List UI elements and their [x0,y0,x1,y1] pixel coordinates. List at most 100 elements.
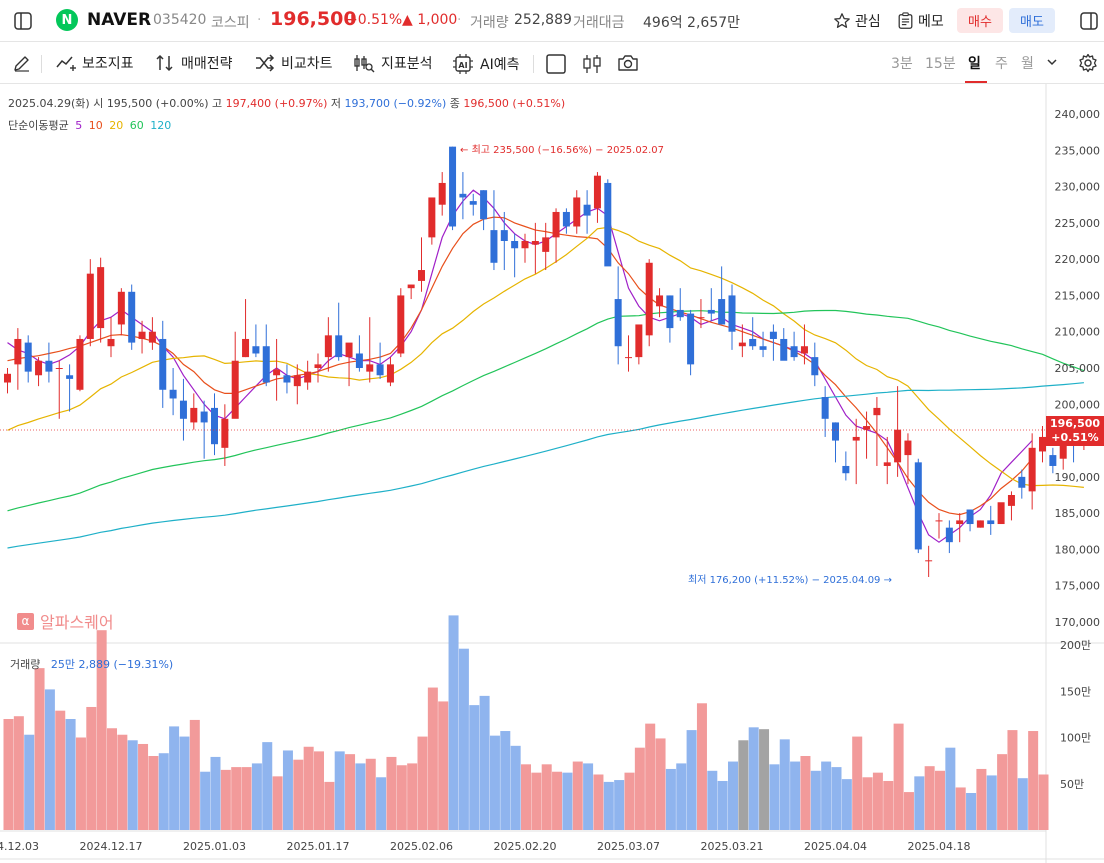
candle[interactable] [262,324,270,387]
candle[interactable] [459,172,467,220]
watchlist-button[interactable]: 관심 [833,11,881,31]
candle[interactable] [293,364,301,405]
settings-button[interactable] [1078,53,1098,73]
candle[interactable] [645,259,653,347]
candle[interactable] [749,317,757,350]
candle[interactable] [562,208,570,234]
candle[interactable] [966,509,974,532]
candle[interactable] [656,288,664,318]
candle[interactable] [179,378,187,441]
candle[interactable] [283,364,291,394]
period-more-button[interactable] [1045,55,1059,69]
candle[interactable] [718,266,726,325]
candle[interactable] [24,335,32,383]
candle[interactable] [86,259,94,347]
period-15min[interactable]: 15분 [925,56,956,72]
candle[interactable] [1039,426,1046,463]
candle[interactable] [55,360,63,419]
candle[interactable] [987,505,995,535]
screenshot-button[interactable] [617,53,639,73]
period-3min[interactable]: 3분 [891,56,913,72]
candle[interactable] [811,342,819,387]
candle[interactable] [1007,491,1015,521]
candle[interactable] [345,342,353,387]
candle[interactable] [635,324,643,365]
candle[interactable] [355,335,363,372]
candle[interactable] [107,317,115,358]
trade-strategy-button[interactable]: 매매전략 [155,53,233,73]
candle[interactable] [925,545,933,578]
period-week[interactable]: 주 [995,56,1008,72]
candle[interactable] [169,368,177,416]
candle[interactable] [593,172,601,223]
candle[interactable] [697,299,705,329]
candle[interactable] [376,342,384,379]
candle[interactable] [614,266,622,365]
memo-button[interactable]: 메모 [897,11,944,31]
candle[interactable] [500,211,508,271]
candle[interactable] [511,233,519,278]
sell-button[interactable]: 매도 [1009,8,1055,33]
buy-button[interactable]: 매수 [957,8,1003,33]
ai-predict-button[interactable]: AI AI예측 [452,53,519,75]
candle[interactable] [418,237,425,292]
candle[interactable] [407,284,415,300]
candle[interactable] [832,422,839,463]
candle[interactable] [211,393,218,456]
candle[interactable] [117,288,125,336]
candle[interactable] [666,295,674,343]
candle[interactable] [759,331,767,358]
candle[interactable] [780,328,788,361]
candle[interactable] [128,284,136,350]
compare-chart-button[interactable]: 비교차트 [255,53,333,73]
candle[interactable] [738,324,746,358]
candle[interactable] [935,513,943,539]
candle[interactable] [190,393,198,430]
candle[interactable] [490,190,498,271]
candle[interactable] [604,179,612,267]
candle[interactable] [521,233,529,263]
candle[interactable] [469,193,477,216]
candle[interactable] [76,335,84,392]
candle[interactable] [324,317,332,372]
sidebar-toggle-icon[interactable] [10,8,36,34]
price-chart[interactable]: 240,000 235,000 230,000 225,000 220,000 215,0… [0,84,1104,863]
candle[interactable] [542,222,550,271]
candle[interactable] [159,320,167,408]
candle[interactable] [769,324,777,361]
aux-indicator-button[interactable]: 보조지표 [56,53,134,73]
chart-area-button[interactable] [545,53,567,75]
candle[interactable] [573,190,581,234]
candle[interactable] [945,520,953,554]
candle[interactable] [821,386,829,437]
candle[interactable] [883,436,891,485]
candle[interactable] [231,331,239,419]
candle[interactable] [4,368,11,394]
candle[interactable] [1018,469,1026,499]
draw-tool-button[interactable] [12,53,32,73]
candle[interactable] [449,146,457,231]
candle[interactable] [625,335,632,372]
candle[interactable] [531,222,539,274]
candle[interactable] [335,302,343,361]
candle[interactable] [304,360,312,390]
candle[interactable] [221,404,229,466]
candle[interactable] [366,317,374,383]
candle-style-button[interactable] [581,53,603,75]
candle[interactable] [852,418,860,485]
candle[interactable] [480,190,488,231]
period-month[interactable]: 월 [1021,56,1034,72]
candle[interactable] [45,342,53,383]
candle[interactable] [583,190,591,234]
candle[interactable] [242,299,250,358]
candle[interactable] [800,324,808,365]
candle[interactable] [386,357,394,387]
candle[interactable] [687,309,695,376]
panel-toggle-icon[interactable] [1076,8,1102,34]
candle[interactable] [1028,433,1036,510]
candle[interactable] [148,317,156,350]
indicator-analysis-button[interactable]: 지표분석 [353,53,433,73]
candle[interactable] [397,288,405,358]
candle[interactable] [273,338,281,401]
candle[interactable] [1049,447,1057,474]
